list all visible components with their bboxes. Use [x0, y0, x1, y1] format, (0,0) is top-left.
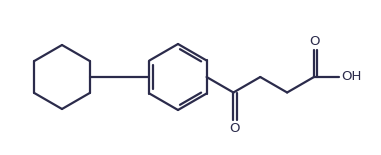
Text: O: O — [229, 122, 240, 135]
Text: OH: OH — [341, 71, 362, 84]
Text: O: O — [310, 35, 320, 48]
